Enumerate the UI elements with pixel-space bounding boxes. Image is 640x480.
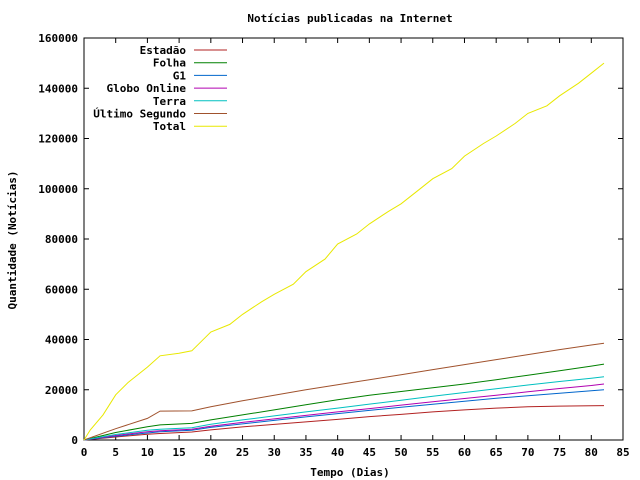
x-tick-label: 10 bbox=[141, 446, 154, 459]
legend-label: Globo Online bbox=[107, 82, 187, 95]
x-axis-label: Tempo (Dias) bbox=[310, 466, 389, 479]
y-tick-label: 100000 bbox=[38, 183, 78, 196]
x-tick-label: 15 bbox=[172, 446, 185, 459]
x-tick-label: 45 bbox=[363, 446, 376, 459]
legend-label: Terra bbox=[153, 95, 186, 108]
series-line bbox=[83, 389, 605, 441]
x-tick-label: 0 bbox=[81, 446, 88, 459]
series-line bbox=[83, 376, 605, 441]
y-tick-label: 120000 bbox=[38, 133, 78, 146]
y-tick-label: 60000 bbox=[45, 283, 78, 296]
x-tick-label: 60 bbox=[458, 446, 471, 459]
x-tick-label: 65 bbox=[490, 446, 503, 459]
legend-label: G1 bbox=[173, 69, 187, 82]
x-tick-label: 30 bbox=[268, 446, 281, 459]
axis-ticks: 0 5 10 15 20 25 30 35 40 45 50 55 60 65 70 75 80 85 0 20000… bbox=[38, 32, 629, 459]
legend-label: Folha bbox=[153, 57, 186, 70]
x-tick-label: 85 bbox=[616, 446, 629, 459]
series-lines bbox=[83, 62, 605, 441]
x-tick-label: 20 bbox=[204, 446, 217, 459]
series-line bbox=[83, 405, 605, 441]
y-tick-label: 80000 bbox=[45, 233, 78, 246]
y-tick-label: 40000 bbox=[45, 334, 78, 347]
series-line bbox=[83, 62, 605, 441]
legend-label: Último Segundo bbox=[93, 108, 186, 121]
y-tick-label: 140000 bbox=[38, 82, 78, 95]
y-axis-label: Quantidade (Notícias) bbox=[6, 170, 19, 309]
x-tick-label: 75 bbox=[553, 446, 566, 459]
y-tick-label: 160000 bbox=[38, 32, 78, 45]
legend-label: Estadão bbox=[140, 44, 187, 57]
y-tick-label: 0 bbox=[71, 434, 78, 447]
x-tick-label: 50 bbox=[394, 446, 407, 459]
series-line bbox=[83, 342, 605, 441]
legend-label: Total bbox=[153, 120, 186, 133]
x-tick-label: 5 bbox=[112, 446, 119, 459]
y-tick-label: 20000 bbox=[45, 384, 78, 397]
x-tick-label: 35 bbox=[299, 446, 312, 459]
series-line bbox=[83, 383, 605, 441]
x-tick-label: 70 bbox=[521, 446, 534, 459]
x-tick-label: 25 bbox=[236, 446, 249, 459]
y-axis-label-group: Quantidade (Notícias) bbox=[6, 170, 19, 309]
x-tick-label: 40 bbox=[331, 446, 344, 459]
x-tick-label: 55 bbox=[426, 446, 439, 459]
series-line bbox=[83, 363, 605, 441]
chart-title: Notícias publicadas na Internet bbox=[247, 12, 452, 25]
x-tick-label: 80 bbox=[585, 446, 598, 459]
